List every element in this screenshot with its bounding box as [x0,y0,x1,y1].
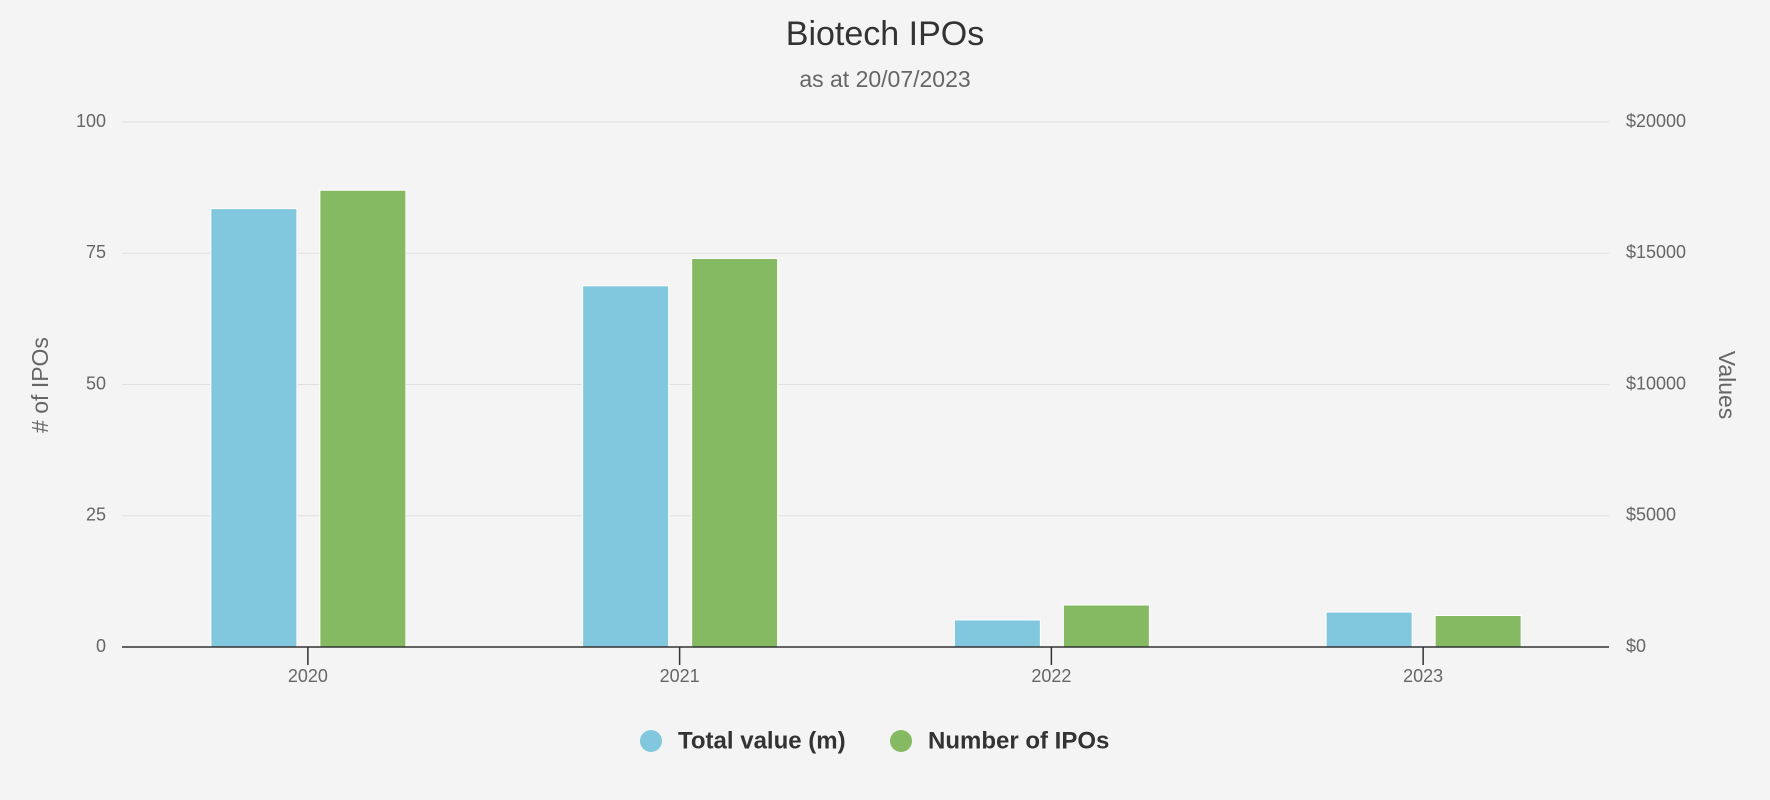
y-axis-title: # of IPOs [27,337,53,433]
bar [319,189,407,648]
chart-subtitle: as at 20/07/2023 [799,66,970,92]
chart-title: Biotech IPOs [786,15,984,53]
bar [582,285,670,648]
y2-axis-title: Values [1714,351,1740,420]
y2-tick-label: $20000 [1626,111,1686,131]
x-tick-label: 2022 [1031,666,1071,686]
y-tick-label: 75 [86,242,106,262]
bar [1434,615,1522,648]
legend-marker [890,730,912,752]
y-tick-label: 0 [96,636,106,656]
x-tick-label: 2023 [1403,666,1443,686]
x-tick-label: 2021 [660,666,700,686]
bar [210,208,298,648]
bar [691,258,779,648]
y2-tick-label: $0 [1626,636,1646,656]
bar [953,619,1041,648]
y2-tick-label: $10000 [1626,373,1686,393]
y2-tick-label: $5000 [1626,505,1676,525]
bar [1062,604,1150,648]
y2-tick-label: $15000 [1626,242,1686,262]
x-tick-label: 2020 [288,666,328,686]
legend-marker [640,730,662,752]
y-tick-label: 50 [86,373,106,393]
y-tick-label: 25 [86,505,106,525]
legend-label: Number of IPOs [928,727,1109,754]
bar [1325,611,1413,648]
y-tick-label: 100 [76,111,106,131]
legend-label: Total value (m) [678,727,846,754]
